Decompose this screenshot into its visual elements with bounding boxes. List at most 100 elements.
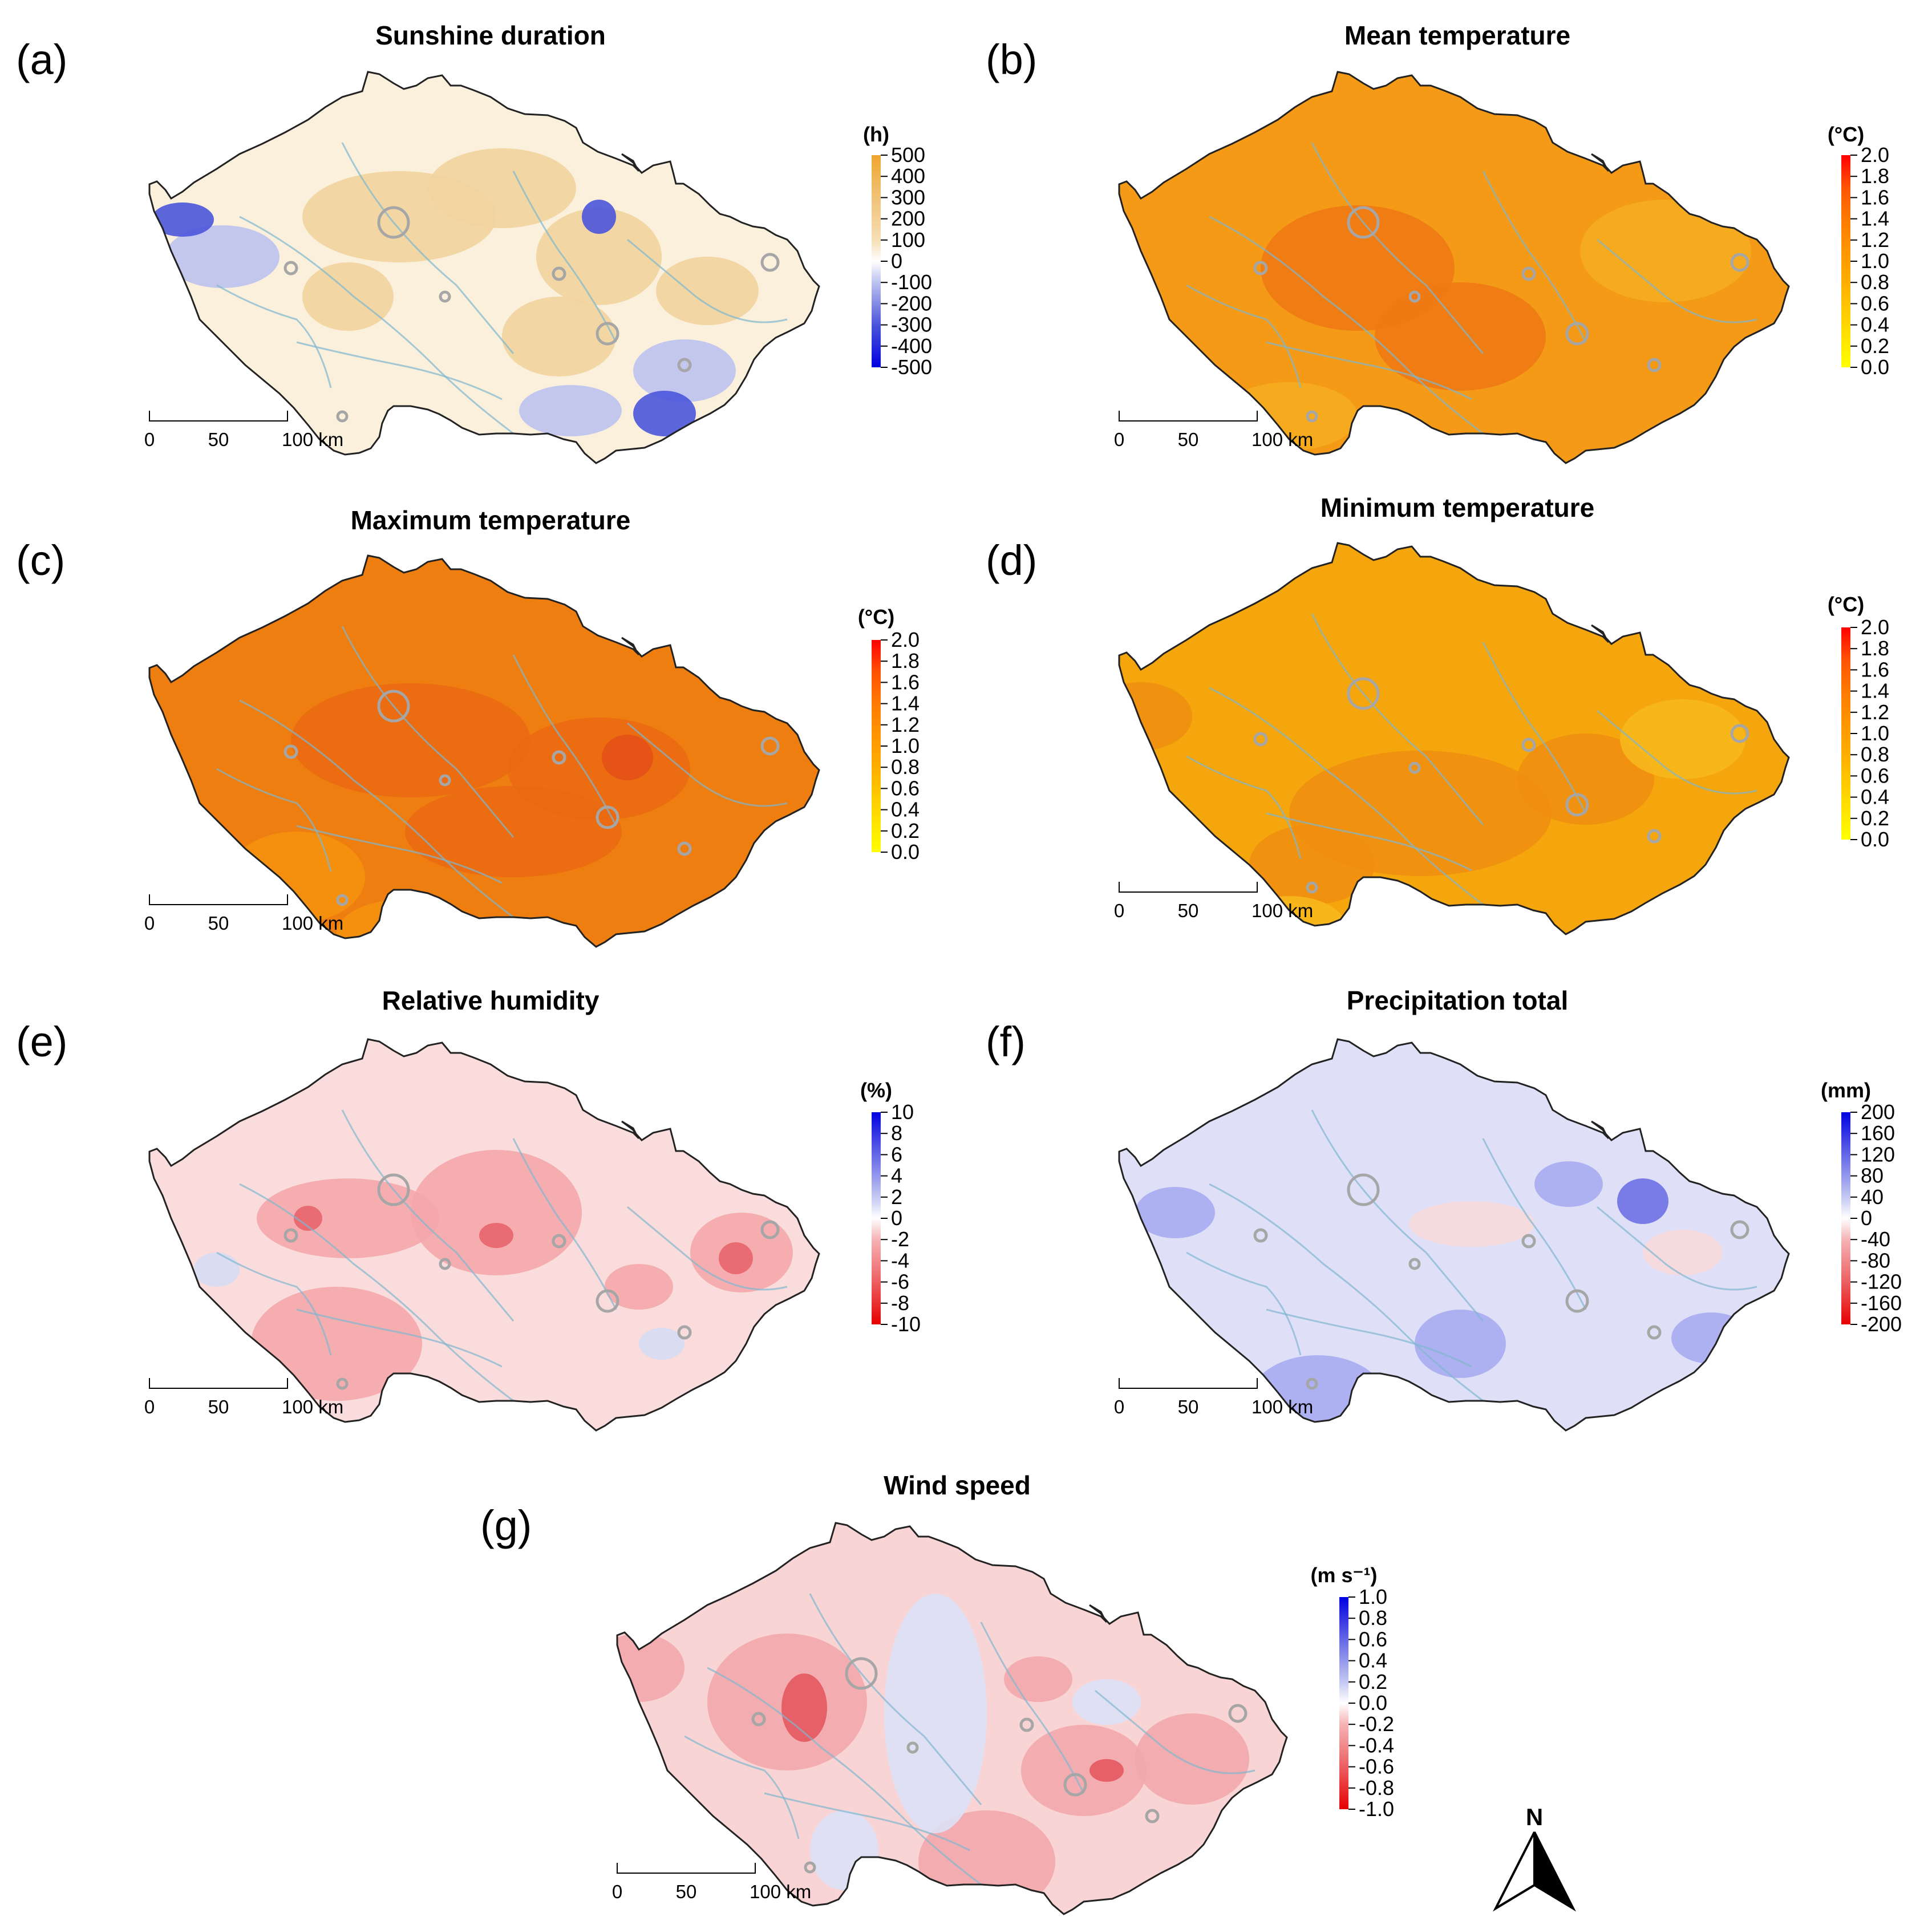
value-region (1517, 733, 1654, 825)
north-arrow-left (1493, 1831, 1536, 1912)
legend-tick-label: 1.0 (1861, 722, 1889, 745)
map-panel-g: (g)Wind speed(m s⁻¹)1.00.80.60.40.20.0-0… (480, 1470, 1394, 1915)
value-region (884, 1594, 987, 1833)
value-region (1617, 1178, 1668, 1224)
legend-tick-label: -0.8 (1359, 1776, 1394, 1800)
scale-bar-label: 0 (1114, 1396, 1124, 1417)
legend-tick-label: -0.2 (1359, 1712, 1394, 1736)
city-area (1228, 1704, 1248, 1723)
legend-tick-label: 0.8 (891, 755, 920, 779)
river-line (216, 284, 332, 388)
panel-title: Mean temperature (1344, 21, 1570, 50)
scale-bar-line (1119, 882, 1258, 893)
scale-bar: 0 50 100 km (1114, 882, 1313, 921)
legend-unit: (m s⁻¹) (1311, 1563, 1378, 1587)
legend-tick-label: 1.4 (1861, 679, 1889, 703)
legend-tick-label: 0.4 (1861, 785, 1889, 809)
city-area (1565, 793, 1589, 817)
river-line (296, 825, 503, 884)
scale-bar-label: 0 (1114, 900, 1124, 921)
legend-tick-label: 2.0 (1861, 615, 1889, 639)
panel-label: (d) (986, 537, 1037, 584)
legend-tick-label: 120 (1861, 1142, 1895, 1166)
north-arrow: N (1493, 1804, 1576, 1912)
city-area (760, 1220, 780, 1239)
city-area (1306, 1377, 1318, 1390)
legend-tick-label: 40 (1861, 1185, 1884, 1209)
scale-bar-label: 50 (208, 913, 229, 934)
value-region (1643, 1230, 1723, 1275)
legend-tick-label: 0.0 (1861, 355, 1889, 379)
panel-title: Precipitation total (1347, 986, 1568, 1015)
city-area (760, 736, 780, 756)
legend-tick-label: 300 (891, 185, 925, 209)
city-area (1253, 261, 1268, 275)
river-line (980, 1622, 1085, 1794)
city-area (1730, 1220, 1749, 1239)
value-region (582, 200, 616, 234)
river-line (1597, 238, 1757, 323)
value-region (602, 735, 653, 780)
scale-bar-label: 100 km (1251, 900, 1313, 921)
country-map (617, 1523, 1287, 1914)
city-area (1063, 1773, 1087, 1797)
north-arrow-right (1533, 1831, 1576, 1912)
river-line (216, 1251, 332, 1356)
legend-tick-label: 400 (891, 164, 925, 188)
scale-bar-label: 50 (676, 1881, 697, 1902)
legend-tick-label: 1.0 (1359, 1585, 1387, 1608)
legend-tick-label: 1.8 (1861, 164, 1889, 188)
legend-tick-label: 0.8 (1359, 1606, 1387, 1630)
legend-tick-label: -80 (1861, 1249, 1890, 1272)
map-panel-a: (a)Sunshine duration(h)5004003002001000-… (16, 21, 932, 464)
city-area (1565, 322, 1589, 346)
city-area (1306, 410, 1318, 423)
river-line (764, 1792, 970, 1851)
river-line (1311, 1109, 1484, 1322)
legend-tick-label: -120 (1861, 1270, 1902, 1294)
city-area (1647, 358, 1662, 372)
legend-tick-label: -400 (891, 334, 932, 358)
legend-tick-label: 500 (891, 143, 925, 167)
legend-tick-label: 80 (1861, 1164, 1884, 1188)
river-line (627, 238, 788, 323)
scale-bar-line (1119, 411, 1258, 422)
river-line (341, 142, 515, 354)
value-region (719, 1242, 753, 1274)
legend-tick-label: 1.2 (891, 713, 920, 736)
legend-tick-label: -2 (891, 1227, 909, 1251)
scale-bar-label: 100 km (1251, 1396, 1313, 1417)
city-area (552, 266, 566, 281)
city-area (552, 1234, 566, 1249)
river-line (627, 722, 788, 807)
value-region (302, 262, 394, 331)
legend-tick-label: 100 (891, 228, 925, 252)
value-region (1021, 1725, 1147, 1816)
legend-tick-label: 0.6 (1359, 1627, 1387, 1651)
legend-tick-label: 0 (891, 249, 902, 273)
scale-bar-label: 100 km (282, 429, 343, 450)
value-region (781, 1673, 827, 1742)
legend-tick-label: 1.6 (1861, 185, 1889, 209)
legend-tick-label: 0.2 (1861, 807, 1889, 830)
value-region (194, 1253, 240, 1287)
legend-tick-label: 160 (1861, 1121, 1895, 1145)
legend-tick-label: -0.6 (1359, 1755, 1394, 1778)
legend-tick-label: 0.2 (1861, 334, 1889, 358)
scale-bar-line (149, 1378, 288, 1389)
river-line (239, 699, 514, 918)
legend-tick-label: 0.6 (1861, 764, 1889, 787)
scale-bar: 0 50 100 km (612, 1863, 811, 1902)
value-region (633, 391, 696, 436)
panel-title: Minimum temperature (1321, 493, 1595, 522)
legend-tick-label: 1.0 (1861, 249, 1889, 273)
river-line (296, 341, 503, 400)
city-area (677, 841, 692, 856)
river-line (1482, 642, 1587, 814)
legend-tick-label: -40 (1861, 1227, 1890, 1251)
legend-color-bar (1841, 627, 1850, 840)
value-region (228, 832, 365, 923)
